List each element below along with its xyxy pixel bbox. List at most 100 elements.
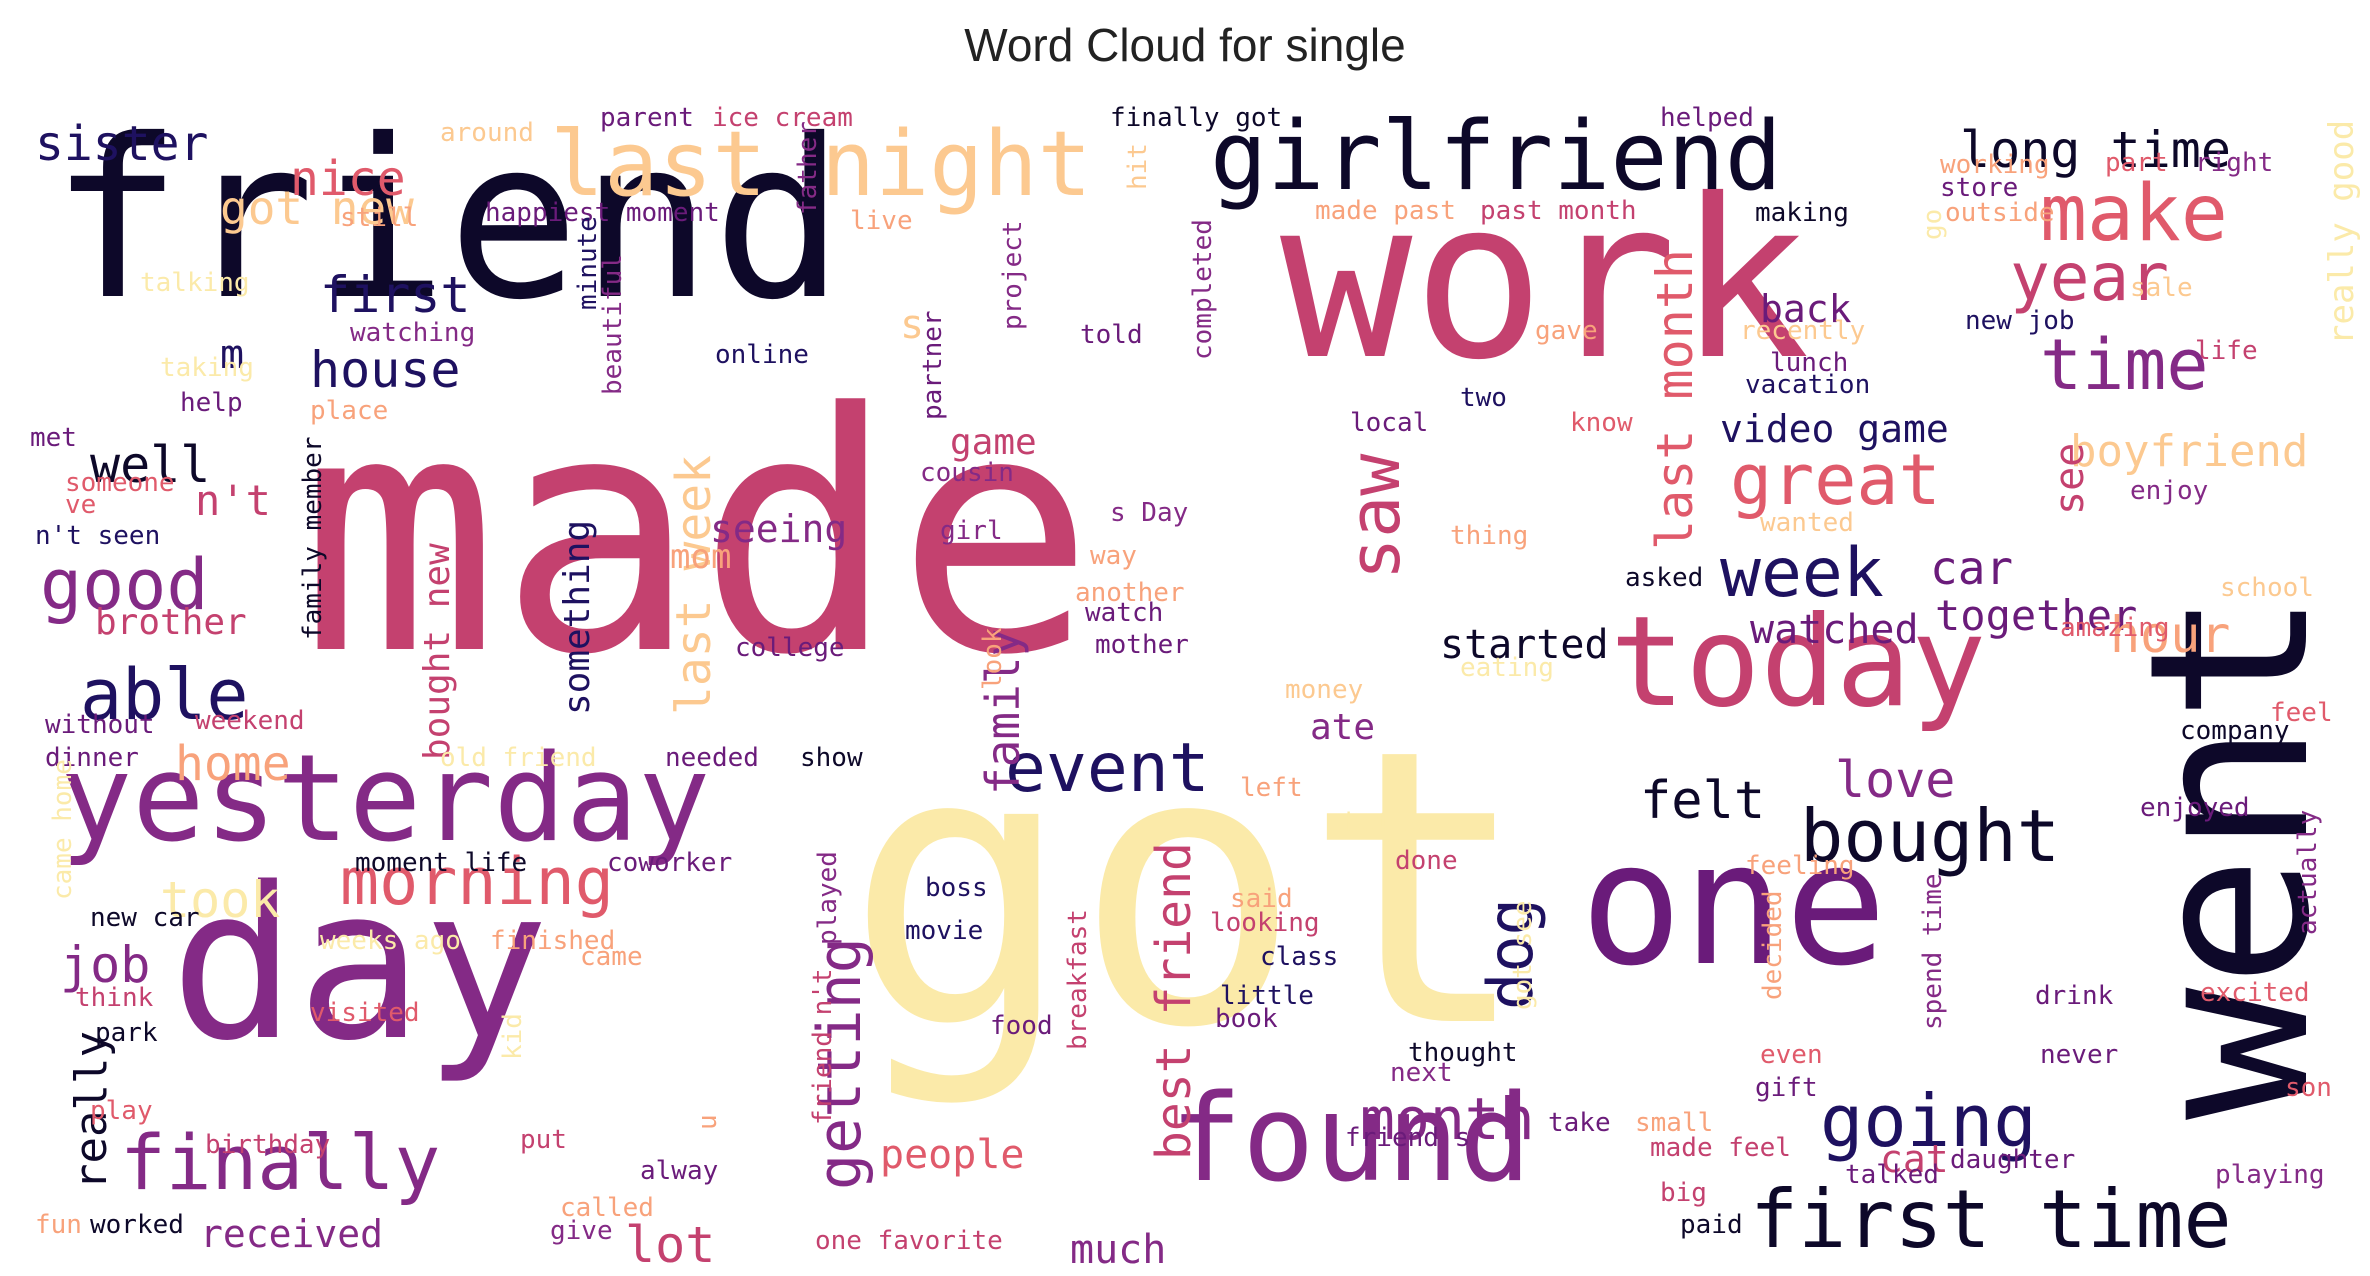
word-finally-got: finally got [1110, 103, 1283, 133]
word-first: first [320, 266, 471, 324]
word-helped: helped [1660, 103, 1754, 133]
word-better: better [1345, 808, 1439, 838]
word-actually: actually [2293, 809, 2323, 935]
word-help: help [180, 388, 243, 418]
word-around: around [440, 118, 534, 148]
word-class: class [1260, 942, 1339, 972]
word-dinner: dinner [45, 743, 139, 773]
word-took: took [160, 871, 281, 929]
word-playing: playing [2215, 1160, 2325, 1190]
word-someone: someone [65, 468, 175, 498]
word-way: way [1090, 541, 1137, 571]
word-back: back [1760, 287, 1852, 331]
word-outside: outside [1945, 198, 2055, 228]
word-together: together [1935, 591, 2138, 640]
word-college: college [735, 633, 845, 663]
word-n-t-seen: n't seen [35, 521, 161, 551]
word-started: started [1440, 622, 1609, 668]
word-moment-life: moment life [355, 848, 528, 878]
word-project: project [998, 220, 1028, 330]
word-school: school [2220, 573, 2314, 603]
word-gift: gift [1755, 1073, 1818, 1103]
word-made-feel: made feel [1650, 1133, 1791, 1163]
word-decided: decided [1758, 890, 1788, 1000]
word-online: online [715, 340, 809, 370]
word-watching: watching [350, 318, 476, 348]
word-one: one [1580, 806, 1888, 1004]
word-excited: excited [2200, 978, 2310, 1008]
word-talking: talking [140, 268, 250, 298]
word-feeling: feeling [1745, 851, 1855, 881]
word-week: week [1720, 534, 1884, 613]
word-n-t: n't [195, 476, 271, 525]
word-boyfriend: boyfriend [2070, 426, 2309, 477]
word-asked: asked [1625, 563, 1704, 593]
word-wanted: wanted [1760, 508, 1854, 538]
word-park: park [95, 1018, 158, 1048]
word-talked: talked [1845, 1160, 1939, 1190]
word-friend: friend [50, 92, 845, 348]
word-know: know [1570, 408, 1633, 438]
word-said: said [1230, 884, 1293, 914]
word-show: show [800, 743, 863, 773]
word-able: able [80, 654, 249, 736]
word-without: without [45, 710, 155, 740]
word-car: car [1930, 541, 2014, 595]
word-give: give [550, 1216, 613, 1246]
word-felt: felt [1640, 771, 1766, 831]
word-small: small [1635, 1108, 1714, 1138]
word-amazing: amazing [2060, 613, 2170, 643]
word-month: month [1360, 1085, 1535, 1153]
word-got-new: got new [220, 181, 414, 235]
word-put: put [520, 1125, 567, 1155]
word-thing: thing [1450, 521, 1529, 551]
word-finished: finished [490, 926, 616, 956]
word-seeing: seeing [710, 507, 848, 551]
word-part: part [2105, 148, 2168, 178]
word-time: time [2040, 324, 2209, 406]
word-partner: partner [918, 310, 948, 420]
word-look: look [978, 627, 1008, 690]
word-received: received [200, 1212, 384, 1256]
word-think: think [75, 983, 154, 1013]
word-game: game [950, 422, 1037, 463]
word-last-month: last month [1646, 248, 1704, 550]
word-local: local [1350, 408, 1429, 438]
word-made: made [300, 343, 1095, 727]
word-weeks-ago: weeks ago [320, 926, 461, 956]
word-two: two [1460, 383, 1507, 413]
word-looking: looking [1210, 908, 1320, 938]
word-ate: ate [1310, 707, 1376, 748]
word-hit: hit [1123, 143, 1153, 190]
word-cat: cat [1880, 1137, 1949, 1181]
word-found: found [1170, 1070, 1532, 1209]
word-bought-new: bought new [417, 543, 458, 760]
word-really-good: really good [2322, 119, 2362, 345]
word-mom: mom [670, 537, 732, 577]
word-little: little [1220, 981, 1314, 1011]
word-store: store [1940, 173, 2019, 203]
word-life: life [2195, 336, 2258, 366]
word-met: met [30, 423, 77, 453]
word-work: work [1280, 152, 1810, 408]
word-video-game: video game [1720, 407, 1949, 451]
word-still: still [340, 203, 419, 233]
word-sister: sister [35, 116, 209, 172]
word-something: something [557, 519, 598, 715]
word-great: great [1730, 439, 1941, 521]
word-see: see [2047, 442, 2093, 515]
word-completed: completed [1188, 219, 1218, 360]
word-last-week: last week [666, 454, 722, 715]
word-boss: boss [925, 873, 988, 903]
word-girlfriend: girlfriend [1210, 102, 1782, 212]
word-u: u [693, 1114, 723, 1130]
word-right: right [2195, 148, 2274, 178]
word-job: job [60, 936, 151, 994]
word-ve: ve [65, 490, 97, 520]
word-book: book [1215, 1004, 1278, 1034]
word-first-time: first time [1750, 1173, 2232, 1266]
word-family-member: family member [298, 436, 328, 641]
word-play: play [90, 1096, 153, 1126]
word-take: take [1548, 1108, 1611, 1138]
